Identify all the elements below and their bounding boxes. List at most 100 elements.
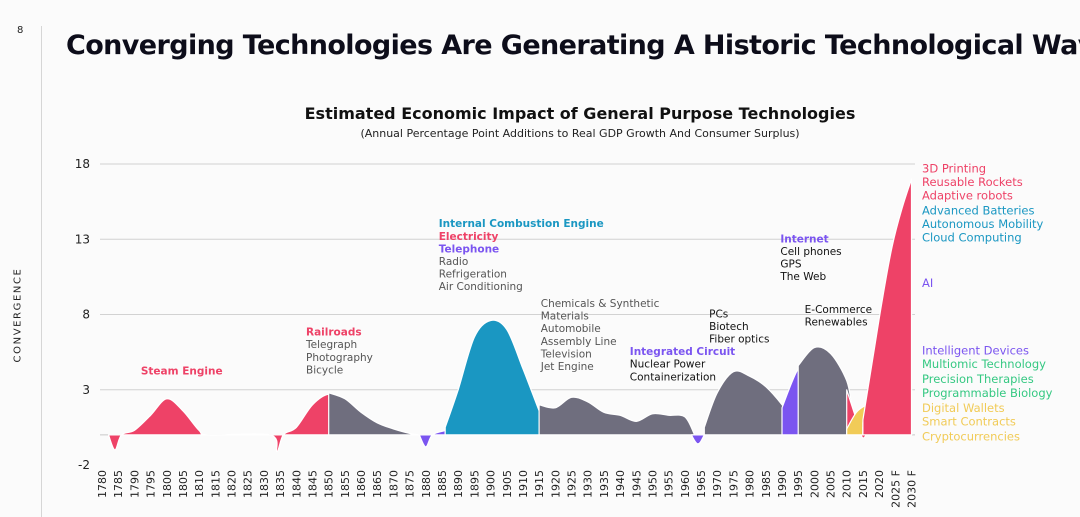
x-tick-label: 1840 xyxy=(290,470,303,498)
annotation-label: Chemicals & Synthetic xyxy=(541,298,660,310)
annotation-label: Refrigeration xyxy=(439,269,507,281)
x-tick-label: 2015 xyxy=(857,470,870,498)
y-tick-label: 18 xyxy=(75,157,90,171)
annotation-label: Internal Combustion Engine xyxy=(439,218,604,230)
x-axis: 1780 1785 1790 1795 1800 1805 1810 1815 1820 1825… xyxy=(96,470,919,508)
x-tick-label: 1900 xyxy=(485,470,498,498)
x-tick-label: 1905 xyxy=(501,470,514,498)
x-tick-label: 1910 xyxy=(517,470,530,498)
annotation-label: Photography xyxy=(306,352,373,364)
annotation-label: E-Commerce xyxy=(805,304,872,316)
x-tick-label: 2020 xyxy=(873,470,886,498)
x-tick-label: 1790 xyxy=(128,470,141,498)
x-tick-label: 1800 xyxy=(161,470,174,498)
x-tick-label: 1885 xyxy=(436,470,449,498)
legend-item: Advanced Batteries xyxy=(922,204,1034,218)
annotations: Steam Engine RailroadsTelegraphPhotograph… xyxy=(141,218,872,383)
legend-item: Adaptive robots xyxy=(922,189,1013,203)
x-tick-label: 1860 xyxy=(355,470,368,498)
x-tick-label: 1880 xyxy=(420,470,433,498)
series-area-5 xyxy=(538,396,696,436)
page-number: 8 xyxy=(17,25,24,36)
annotation-label: Internet xyxy=(780,233,828,245)
legend-item: Intelligent Devices xyxy=(922,344,1029,358)
x-tick-label: 1895 xyxy=(468,470,481,498)
x-tick-label: 1985 xyxy=(760,470,773,498)
annotation-label: Assembly Line xyxy=(541,336,617,348)
x-tick-label: 1920 xyxy=(549,470,562,498)
series-area-15 xyxy=(862,178,913,436)
annotation-label: Telephone xyxy=(439,243,499,255)
series-area-7 xyxy=(703,370,793,436)
x-tick-label: 1955 xyxy=(663,470,676,498)
x-tick-label: 1980 xyxy=(744,470,757,498)
annotation-label: Railroads xyxy=(306,327,362,339)
y-tick-label: -2 xyxy=(78,458,90,472)
legend-item: 3D Printing xyxy=(922,162,986,176)
x-tick-label: 1995 xyxy=(792,470,805,498)
x-tick-label: 1810 xyxy=(193,470,206,498)
vertical-rule xyxy=(41,26,42,517)
x-tick-label: 1795 xyxy=(145,470,158,498)
x-tick-label: 1865 xyxy=(371,470,384,498)
annotation-label: Jet Engine xyxy=(540,361,594,373)
legend-item: AI xyxy=(922,276,933,290)
x-tick-label: 1820 xyxy=(226,470,239,498)
x-tick-label: 1780 xyxy=(96,470,109,498)
x-tick-label: 1870 xyxy=(387,470,400,498)
legend-item: Precision Therapies xyxy=(922,372,1034,386)
x-tick-label: 1835 xyxy=(274,470,287,498)
annotation-label: Materials xyxy=(541,311,589,323)
annotation-label: Steam Engine xyxy=(141,366,223,378)
legend-item: Autonomous Mobility xyxy=(922,217,1044,231)
x-tick-label: 1930 xyxy=(582,470,595,498)
legend-item: Multiomic Technology xyxy=(922,357,1046,371)
x-tick-label: 1850 xyxy=(323,470,336,498)
legend-item: Programmable Biology xyxy=(922,386,1053,400)
annotation-label: Renewables xyxy=(805,317,868,329)
x-tick-label: 1990 xyxy=(776,470,789,498)
legend-item: Cryptocurrencies xyxy=(922,429,1020,443)
x-tick-label: 2030 F xyxy=(906,470,919,508)
x-tick-label: 1805 xyxy=(177,470,190,498)
annotation-label: Containerization xyxy=(630,371,716,383)
annotation-label: Biotech xyxy=(709,321,749,333)
x-tick-label: 1830 xyxy=(258,470,271,498)
legend-item: Smart Contracts xyxy=(922,414,1016,428)
x-tick-label: 1950 xyxy=(646,470,659,498)
x-tick-label: 1970 xyxy=(711,470,724,498)
x-tick-label: 1935 xyxy=(598,470,611,498)
page-title: Converging Technologies Are Generating A… xyxy=(66,30,1080,61)
y-tick-label: 13 xyxy=(75,232,90,246)
annotation-label: Integrated Circuit xyxy=(630,346,735,358)
x-tick-label: 2000 xyxy=(808,470,821,498)
x-tick-label: 1785 xyxy=(112,470,125,498)
x-tick-label: 1960 xyxy=(679,470,692,498)
x-tick-label: 1940 xyxy=(614,470,627,498)
legend-item: Reusable Rockets xyxy=(922,175,1023,189)
gridlines: -2 3 8 13 18 xyxy=(75,157,915,472)
y-tick-label: 3 xyxy=(82,383,90,397)
x-tick-label: 1925 xyxy=(566,470,579,498)
annotation-label: The Web xyxy=(779,271,826,283)
x-tick-label: 1890 xyxy=(452,470,465,498)
series-area-1 xyxy=(328,392,420,436)
annotation-label: Electricity xyxy=(439,231,499,243)
x-tick-label: 1845 xyxy=(306,470,319,498)
annotation-label: Telegraph xyxy=(305,339,357,351)
annotation-label: PCs xyxy=(709,309,728,321)
x-tick-label: 1965 xyxy=(695,470,708,498)
annotation-label: Air Conditioning xyxy=(439,281,523,293)
x-tick-label: 2010 xyxy=(841,470,854,498)
series-areas xyxy=(107,178,913,453)
legend-item: Cloud Computing xyxy=(922,231,1022,245)
chart-title: Estimated Economic Impact of General Pur… xyxy=(304,104,856,123)
chart-subtitle: (Annual Percentage Point Additions to Re… xyxy=(360,127,800,140)
legend-item: Digital Wallets xyxy=(922,401,1005,415)
series-area-4 xyxy=(444,319,550,436)
x-tick-label: 1875 xyxy=(404,470,417,498)
y-tick-label: 8 xyxy=(82,308,90,322)
x-tick-label: 1825 xyxy=(242,470,255,498)
